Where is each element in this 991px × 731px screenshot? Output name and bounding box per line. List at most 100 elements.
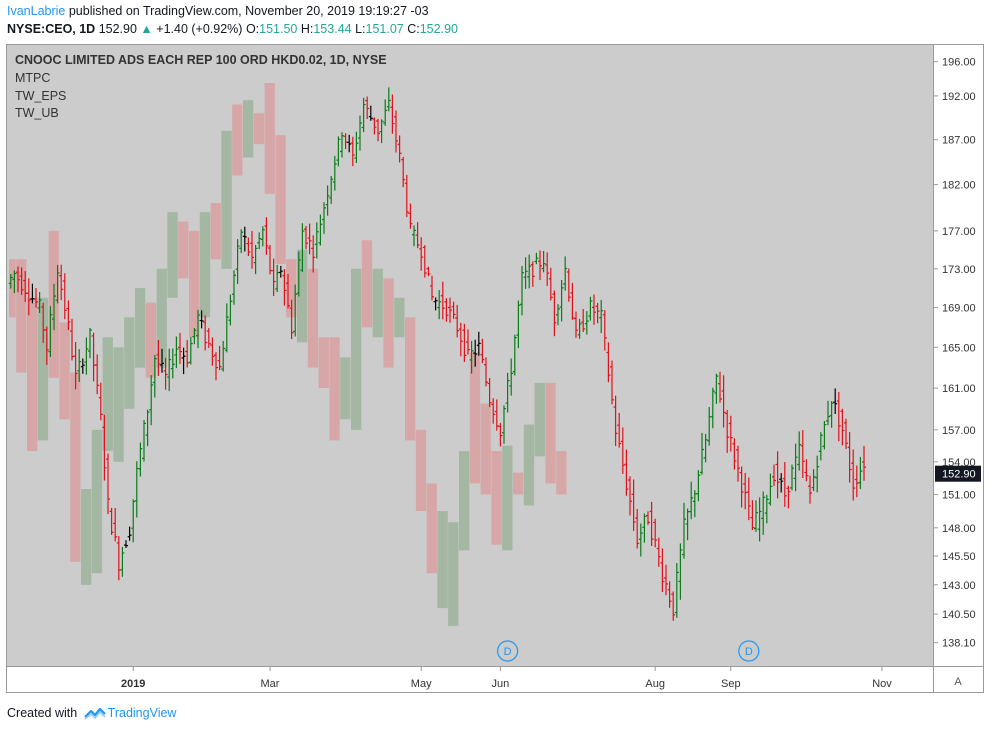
- price-tick-label: 169.00: [942, 303, 976, 315]
- study-box: [307, 268, 319, 368]
- study-box: [275, 135, 286, 264]
- tradingview-logo-icon: [83, 708, 106, 720]
- ohlc-bar: [138, 442, 143, 477]
- ohlc-bar: [422, 245, 427, 278]
- ohlc-bar: [674, 563, 679, 618]
- study-box: [221, 130, 232, 269]
- ohlc-bar: [545, 252, 550, 286]
- ohlc-bar: [638, 523, 643, 557]
- study-box: [534, 382, 545, 457]
- ohlc-bar: [444, 298, 449, 322]
- ohlc-bar: [851, 449, 856, 501]
- last-value: 152.90: [98, 22, 137, 36]
- author-link[interactable]: IvanLabrie: [7, 4, 66, 18]
- dividend-marker[interactable]: D: [738, 640, 760, 662]
- ohlc-bar: [433, 297, 438, 311]
- ohlc-bar: [840, 408, 845, 446]
- study-box: [91, 429, 103, 574]
- ohlc-bar: [376, 118, 380, 142]
- study-box: [81, 489, 92, 585]
- ohlc-bar: [307, 223, 312, 255]
- ohlc-bar: [278, 265, 283, 278]
- ohlc-bar: [12, 270, 17, 294]
- study-box: [124, 317, 135, 409]
- ohlc-bar: [811, 469, 816, 492]
- dividend-marker[interactable]: D: [497, 640, 519, 662]
- ohlc-bar: [332, 155, 337, 191]
- ohlc-bar: [764, 494, 769, 524]
- study-box: [340, 357, 351, 420]
- ohlc-bar: [847, 432, 852, 483]
- ohlc-bar: [710, 387, 715, 429]
- ohlc-bar: [300, 223, 305, 272]
- study-box: [491, 451, 502, 545]
- ohlc-bar: [613, 395, 618, 446]
- ohlc-bar: [739, 466, 744, 508]
- ohlc-bar: [754, 500, 758, 532]
- price-tick-label: 192.00: [942, 91, 976, 103]
- time-axis[interactable]: 2019 Mar May Jun Aug Sep Nov: [121, 667, 892, 690]
- ohlc-bar: [113, 508, 118, 542]
- study-box: [178, 221, 189, 279]
- ohlc-bar: [59, 264, 64, 301]
- price-tick-label: 161.00: [942, 383, 976, 395]
- ohlc-bar: [289, 299, 294, 340]
- study-box: [286, 259, 297, 318]
- study-tw-ub[interactable]: TW_UB: [15, 106, 59, 120]
- ohlc-bar: [203, 315, 208, 351]
- study-box: [243, 100, 254, 158]
- ohlc-bar: [836, 392, 841, 442]
- ohlc-bar: [84, 337, 89, 375]
- ohlc-bar: [408, 203, 413, 229]
- study-box: [16, 259, 27, 373]
- ohlc-bar: [628, 476, 632, 516]
- ohlc-bar: [646, 511, 650, 525]
- ohlc-bar: [361, 97, 366, 133]
- ohlc-bar: [365, 96, 370, 119]
- ohlc-bar: [772, 464, 776, 486]
- study-box: [70, 372, 81, 562]
- study-box: [426, 483, 437, 574]
- study-box: [264, 83, 275, 194]
- ohlc-bar: [473, 339, 478, 367]
- ohlc-bar: [718, 371, 722, 403]
- ohlc-bar: [671, 591, 676, 621]
- ohlc-bar: [350, 136, 355, 167]
- ohlc-bar: [62, 273, 67, 320]
- price-axis[interactable]: 196.00 192.00 187.00 182.00 177.00 173.00 169.…: [934, 57, 976, 650]
- ohlc-bar: [653, 518, 658, 548]
- ohlc-bar: [16, 266, 20, 293]
- study-mtpc[interactable]: MTPC: [15, 71, 50, 85]
- study-box: [156, 268, 167, 368]
- dividend-marker-label: D: [745, 646, 753, 658]
- ohlc-bar: [152, 355, 157, 398]
- study-tw-eps[interactable]: TW_EPS: [15, 89, 66, 103]
- ohlc-bar: [455, 305, 460, 338]
- ohlc-bar: [55, 265, 60, 304]
- study-box: [523, 424, 535, 506]
- ohlc-bar: [206, 327, 211, 348]
- ohlc-bar: [314, 222, 319, 259]
- last-price-marker: 152.90: [935, 465, 981, 482]
- ohlc-bar: [354, 131, 359, 163]
- study-box: [27, 297, 38, 452]
- ohlc-bars: [8, 87, 866, 621]
- ohlc-bar: [815, 455, 820, 493]
- study-box: [448, 522, 459, 626]
- ohlc-bar: [178, 332, 182, 364]
- ohlc-bar: [34, 288, 38, 308]
- ohlc-bar: [88, 327, 92, 359]
- auto-scale-button[interactable]: A: [948, 673, 968, 689]
- ohlc-bar: [498, 423, 503, 447]
- tradingview-link[interactable]: TradingView: [107, 706, 177, 720]
- open-value: 151.50: [259, 22, 298, 36]
- study-box: [545, 382, 556, 484]
- symbol-ohlc-line: NYSE:CEO, 1D 152.90 ▲ +1.40 (+0.92%) O:1…: [7, 22, 458, 36]
- auto-scale-label: A: [954, 676, 962, 688]
- ohlc-bar: [588, 296, 593, 321]
- ohlc-bar: [250, 231, 254, 269]
- study-box: [318, 337, 329, 388]
- ohlc-bar: [329, 175, 334, 204]
